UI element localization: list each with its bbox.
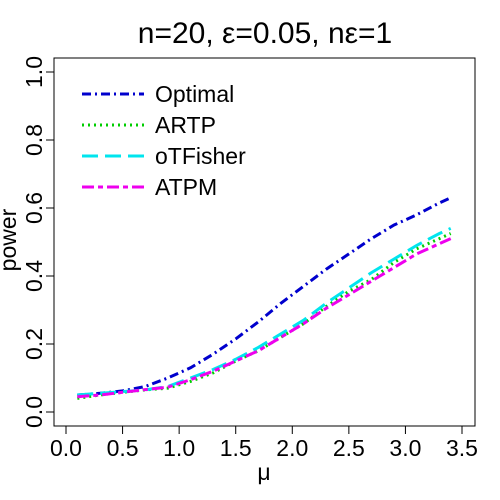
chart-title: n=20, ε=0.05, nε=1	[138, 17, 392, 50]
y-tick-label: 0.8	[21, 124, 47, 156]
series-line-atpm	[77, 237, 452, 399]
y-tick-label: 0.2	[21, 328, 47, 360]
y-axis: 0.0 0.2 0.4 0.6 0.8 1.0	[21, 56, 54, 428]
y-tick-label: 0.6	[21, 192, 47, 224]
legend-label-otfisher: oTFisher	[155, 143, 246, 169]
legend-label-optimal: Optimal	[155, 81, 234, 107]
legend-label-atpm: ATPM	[155, 174, 217, 200]
x-axis: 0.0 0.5 1.0 1.5 2.0 2.5 3.0 3.5	[50, 426, 478, 461]
y-tick-label: 1.0	[21, 56, 47, 88]
x-tick-label: 0.0	[50, 435, 82, 461]
x-tick-label: 1.5	[220, 435, 252, 461]
x-axis-label: μ	[257, 459, 270, 485]
y-axis-label: power	[0, 208, 21, 271]
plot-frame	[53, 57, 476, 427]
x-tick-label: 3.0	[389, 435, 421, 461]
series-line-optimal	[77, 196, 452, 397]
series-lines	[77, 196, 452, 400]
x-tick-label: 1.0	[163, 435, 195, 461]
y-tick-label: 0.4	[21, 260, 47, 292]
y-tick-label: 0.0	[21, 396, 47, 428]
series-line-artp	[77, 232, 452, 400]
x-tick-label: 2.5	[333, 435, 365, 461]
legend: Optimal ARTP oTFisher ATPM	[82, 81, 246, 200]
x-tick-label: 3.5	[446, 435, 478, 461]
legend-label-artp: ARTP	[155, 112, 216, 138]
series-line-otfisher	[77, 227, 452, 397]
x-tick-label: 0.5	[107, 435, 139, 461]
x-tick-label: 2.0	[276, 435, 308, 461]
